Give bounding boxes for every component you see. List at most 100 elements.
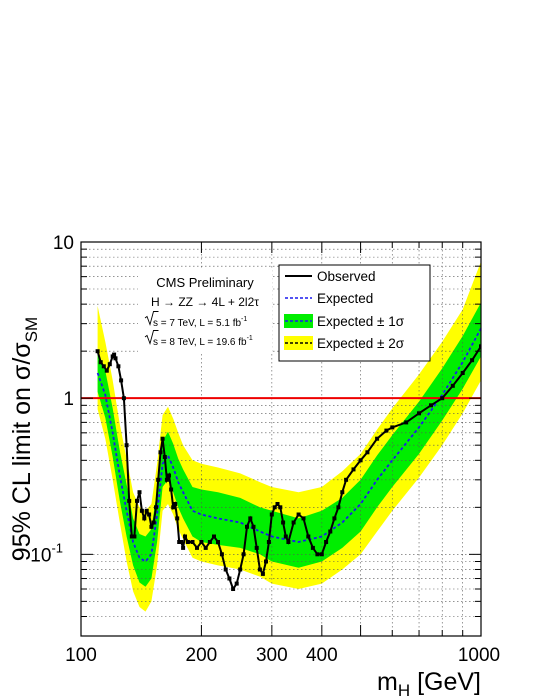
observed-point	[219, 552, 224, 557]
observed-point	[207, 540, 212, 544]
observed-point	[266, 540, 271, 544]
observed-point	[129, 534, 134, 539]
observed-point	[223, 567, 228, 572]
observed-point	[147, 512, 152, 517]
svg-text:s = 8 TeV, L = 19.6 fb-1: s = 8 TeV, L = 19.6 fb-1	[153, 335, 253, 348]
legend-entry-band2: Expected ± 2σ	[284, 336, 405, 351]
observed-point	[98, 360, 103, 365]
observed-point	[344, 477, 349, 482]
observed-point	[254, 545, 259, 550]
y-axis-title: 95% CL limit on σ/σSM	[8, 317, 41, 561]
observed-point	[185, 540, 190, 544]
observed-point	[281, 520, 286, 525]
legend-entry-band1: Expected ± 1σ	[284, 314, 405, 329]
annotation-line2: H → ZZ → 4L + 2l2τ	[151, 295, 259, 309]
observed-point	[245, 524, 249, 529]
svg-text:Expected: Expected	[317, 291, 373, 306]
observed-point	[404, 420, 409, 425]
observed-point	[336, 505, 341, 510]
observed-point	[278, 505, 283, 510]
observed-point	[296, 512, 301, 517]
observed-point	[181, 545, 186, 550]
observed-point	[151, 520, 156, 525]
svg-text:Expected ± 1σ: Expected ± 1σ	[317, 314, 405, 329]
plot-border	[80, 241, 482, 637]
annotation-line3: s = 7 TeV, L = 5.1 fb-1	[144, 311, 247, 329]
tick-labels: 100 200 300 400 1000 10 1 10-1	[30, 233, 500, 666]
observed-point	[101, 364, 106, 369]
observed-point	[315, 552, 320, 557]
observed-point	[203, 545, 208, 550]
observed-point	[164, 477, 169, 482]
observed-point	[238, 567, 243, 572]
observed-point	[179, 540, 184, 544]
observed-point	[358, 458, 363, 463]
observed-point	[104, 368, 109, 373]
observed-point	[251, 524, 256, 529]
observed-point	[160, 436, 165, 441]
observed-point	[124, 443, 129, 448]
observed-point	[319, 552, 324, 557]
svg-text:Expected ± 2σ: Expected ± 2σ	[317, 336, 405, 351]
observed-point	[324, 540, 329, 544]
observed-point	[195, 545, 199, 550]
observed-point	[351, 467, 356, 472]
uncertainty-bands	[97, 261, 481, 612]
observed-point	[231, 587, 236, 591]
plot-frame	[80, 241, 482, 637]
observed-point	[272, 505, 277, 510]
expected-line	[96, 327, 481, 563]
observed-point	[306, 534, 311, 539]
observed-point	[328, 529, 333, 534]
observed-point	[142, 516, 147, 521]
observed-point	[212, 534, 216, 539]
x-tick-label: 300	[256, 645, 288, 666]
observed-point	[154, 505, 158, 510]
observed-point	[127, 498, 132, 503]
observed-point	[283, 534, 288, 539]
observed-point	[167, 473, 171, 478]
observed-point	[365, 450, 370, 455]
observed-point	[291, 520, 296, 525]
svg-text:s = 7 TeV, L = 5.1 fb-1: s = 7 TeV, L = 5.1 fb-1	[153, 316, 247, 329]
x-tick-label: 1000	[458, 645, 500, 666]
observed-point	[417, 411, 421, 416]
y-tick-label: 10	[53, 233, 74, 254]
observed-point	[332, 516, 337, 521]
observed-point	[169, 487, 174, 492]
x-axis-title-sub: H	[398, 681, 410, 699]
observed-point	[144, 508, 149, 513]
series-lines	[81, 327, 481, 592]
observed-point	[470, 358, 475, 363]
y-tick-label: 1	[63, 389, 74, 410]
observed-point	[479, 344, 481, 349]
observed-point	[162, 455, 167, 459]
observed-point	[260, 571, 265, 576]
observed-point	[137, 490, 142, 495]
observed-point	[340, 490, 345, 495]
x-axis-title-unit: [GeV]	[410, 668, 481, 696]
observed-point	[107, 362, 112, 367]
observed-point	[119, 378, 124, 383]
observed-point	[183, 534, 187, 539]
observed-point	[135, 498, 139, 503]
x-tick-label: 200	[186, 645, 218, 666]
observed-point	[149, 524, 154, 529]
observed-point	[171, 505, 176, 510]
observed-point	[216, 540, 220, 544]
legend-entry-observed: Observed	[285, 269, 376, 284]
observed-point	[173, 502, 178, 506]
x-axis-title: mH [GeV]	[377, 668, 481, 699]
observed-point	[301, 516, 306, 521]
observed-point	[116, 364, 121, 369]
observed-point	[112, 352, 117, 357]
legend: Observed Expected Expected ± 1σ Expected…	[278, 264, 431, 362]
legend-entry-expected: Expected	[285, 291, 373, 306]
observed-point	[460, 371, 465, 375]
observed-point	[286, 540, 291, 544]
observed-point	[156, 477, 161, 482]
y-axis-title-sub: SM	[22, 317, 41, 343]
observed-point	[264, 559, 268, 564]
observed-point	[257, 567, 262, 572]
